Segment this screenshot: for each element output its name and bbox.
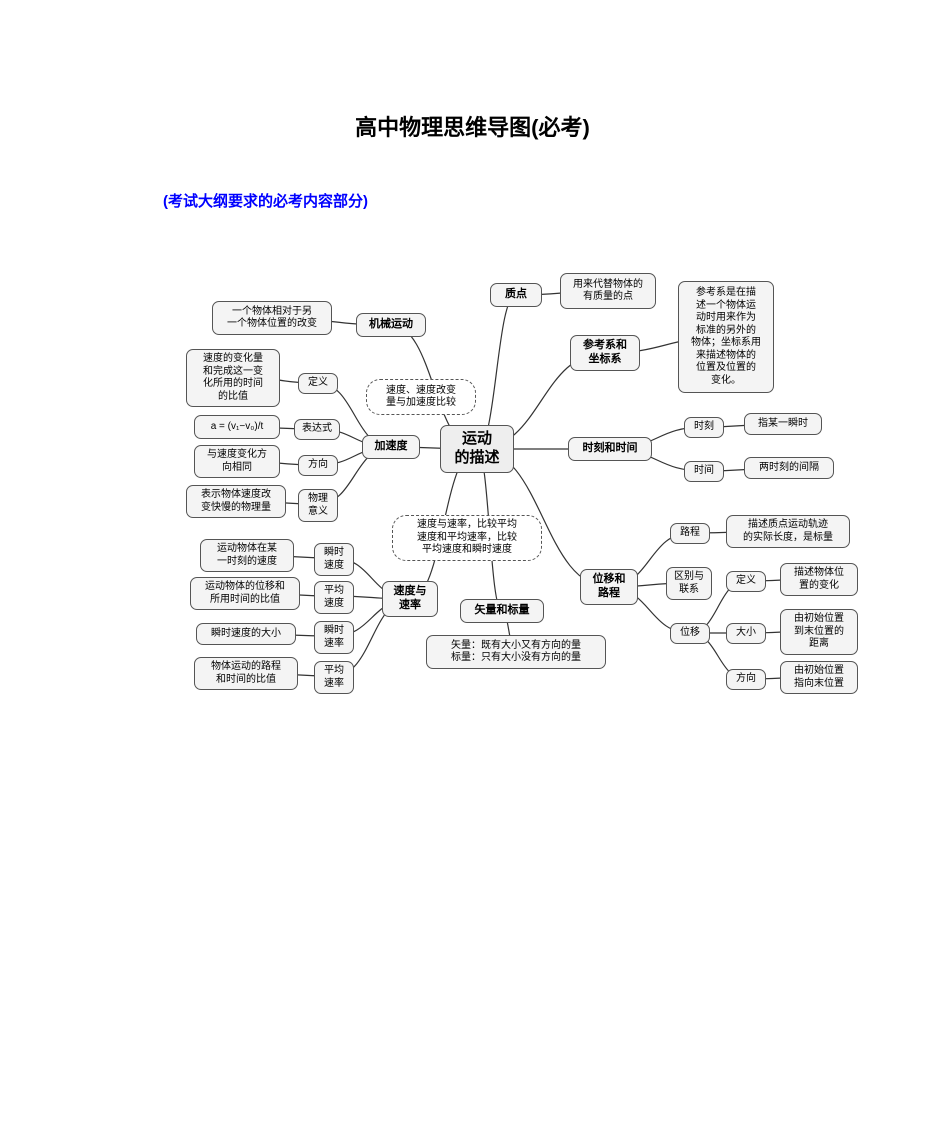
node-sdsl: 速度与速率: [382, 581, 438, 617]
subtitle: (考试大纲要求的必考内容部分): [163, 190, 368, 211]
node-jsd_bds_d: a = (v₁−v₀)/t: [194, 415, 280, 439]
node-wy_dy_d: 描述物体位置的变化: [780, 563, 858, 596]
node-ss_sl_d: 瞬时速度的大小: [196, 623, 296, 645]
node-zhidian_desc: 用来代替物体的有质量的点: [560, 273, 656, 309]
node-pj_sl: 平均速率: [314, 661, 354, 694]
node-zhidian: 质点: [490, 283, 542, 307]
node-jsd_dy_d: 速度的变化量和完成这一变化所用的时间的比值: [186, 349, 280, 407]
node-ss_sd_d: 运动物体在某一时刻的速度: [200, 539, 294, 572]
node-jsd_bds: 表达式: [294, 419, 340, 440]
node-jsd_fx: 方向: [298, 455, 338, 476]
node-sksj: 时刻和时间: [568, 437, 652, 461]
node-sksj_sj_d: 两时刻的间隔: [744, 457, 834, 479]
node-jsd_dy: 定义: [298, 373, 338, 394]
node-wy_fx: 方向: [726, 669, 766, 690]
node-wylc_wy: 位移: [670, 623, 710, 644]
node-sdsl_bubble: 速度与速率，比较平均速度和平均速率，比较平均速度和瞬时速度: [392, 515, 542, 561]
node-jsd_yy: 物理意义: [298, 489, 338, 522]
node-pj_sl_d: 物体运动的路程和时间的比值: [194, 657, 298, 690]
node-pj_sd_d: 运动物体的位移和所用时间的比值: [190, 577, 300, 610]
mindmap-diagram: 运动的描述 质点用来代替物体的有质量的点参考系和坐标系 参考系是在描述一个物体运动时…: [150, 245, 870, 725]
node-ss_sd: 瞬时速度: [314, 543, 354, 576]
page-title: 高中物理思维导图(必考): [0, 110, 945, 142]
node-slbl_d: 矢量：既有大小又有方向的量标量：只有大小没有方向的量: [426, 635, 606, 669]
node-wy_fx_d: 由初始位置指向末位置: [780, 661, 858, 694]
node-jsd: 加速度: [362, 435, 420, 459]
node-wy_dy: 定义: [726, 571, 766, 592]
node-wylc_qb: 区别与联系: [666, 567, 712, 600]
node-ss_sl: 瞬时速率: [314, 621, 354, 654]
node-wylc_lc_d: 描述质点运动轨迹的实际长度，是标量: [726, 515, 850, 548]
node-pj_sd: 平均速度: [314, 581, 354, 614]
node-wy_dx: 大小: [726, 623, 766, 644]
node-jxyd_desc: 一个物体相对于另一个物体位置的改变: [212, 301, 332, 335]
node-ckx: 参考系和坐标系: [570, 335, 640, 371]
node-jsd_fx_d: 与速度变化方向相同: [194, 445, 280, 478]
node-slbl: 矢量和标量: [460, 599, 544, 623]
node-wy_dx_d: 由初始位置到末位置的距离: [780, 609, 858, 655]
node-sksj_sj: 时间: [684, 461, 724, 482]
node-jxyd: 机械运动: [356, 313, 426, 337]
node-wylc: 位移和路程: [580, 569, 638, 605]
node-jsd_yy_d: 表示物体速度改变快慢的物理量: [186, 485, 286, 518]
node-wylc_lc: 路程: [670, 523, 710, 544]
node-jsd_bubble: 速度、速度改变量与加速度比较: [366, 379, 476, 415]
node-sksj_sk_d: 指某一瞬时: [744, 413, 822, 435]
node-ckx_desc: 参考系是在描述一个物体运动时用来作为标准的另外的物体；坐标系用来描述物体的位置及…: [678, 281, 774, 393]
node-center: 运动的描述: [440, 425, 514, 473]
node-sksj_sk: 时刻: [684, 417, 724, 438]
